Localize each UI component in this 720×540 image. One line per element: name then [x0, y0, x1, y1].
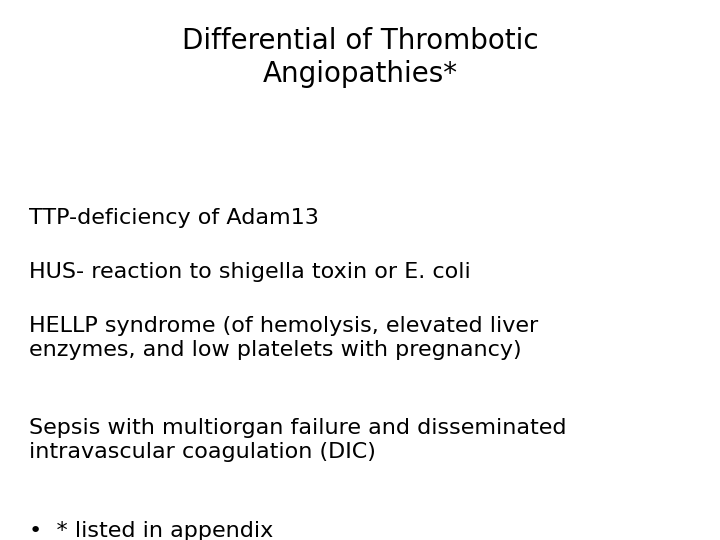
Text: Sepsis with multiorgan failure and disseminated
intravascular coagulation (DIC): Sepsis with multiorgan failure and disse… — [29, 418, 567, 462]
Text: •  * listed in appendix: • * listed in appendix — [29, 521, 273, 540]
Text: Differential of Thrombotic
Angiopathies*: Differential of Thrombotic Angiopathies* — [181, 27, 539, 89]
Text: HELLP syndrome (of hemolysis, elevated liver
enzymes, and low platelets with pre: HELLP syndrome (of hemolysis, elevated l… — [29, 316, 538, 360]
Text: TTP-deficiency of Adam13: TTP-deficiency of Adam13 — [29, 208, 319, 228]
Text: HUS- reaction to shigella toxin or E. coli: HUS- reaction to shigella toxin or E. co… — [29, 262, 471, 282]
